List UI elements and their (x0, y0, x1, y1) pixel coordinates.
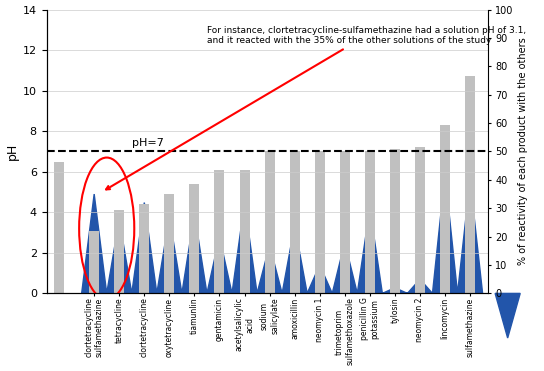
Bar (365, 151, 375, 293)
Text: For instance, clortetracycline-sulfamethazine had a solution pH of 3.1,
and it r: For instance, clortetracycline-sulfameth… (106, 26, 526, 190)
Bar (340, 151, 350, 293)
Bar (314, 151, 325, 293)
Bar (289, 151, 300, 293)
Y-axis label: pH: pH (5, 143, 18, 160)
Bar (189, 184, 200, 293)
Polygon shape (495, 293, 520, 338)
Bar (114, 210, 124, 293)
Bar (440, 125, 450, 293)
Bar (89, 230, 99, 293)
Bar (139, 204, 149, 293)
Bar (214, 170, 225, 293)
Polygon shape (82, 174, 483, 293)
Text: pH=7: pH=7 (132, 138, 164, 148)
Bar (164, 194, 175, 293)
Bar (390, 150, 400, 293)
Bar (415, 147, 425, 293)
Bar (239, 170, 250, 293)
Bar (54, 162, 64, 293)
Bar (465, 76, 475, 293)
Bar (264, 151, 275, 293)
Y-axis label: % of reactivity of each product with the others: % of reactivity of each product with the… (518, 37, 528, 265)
